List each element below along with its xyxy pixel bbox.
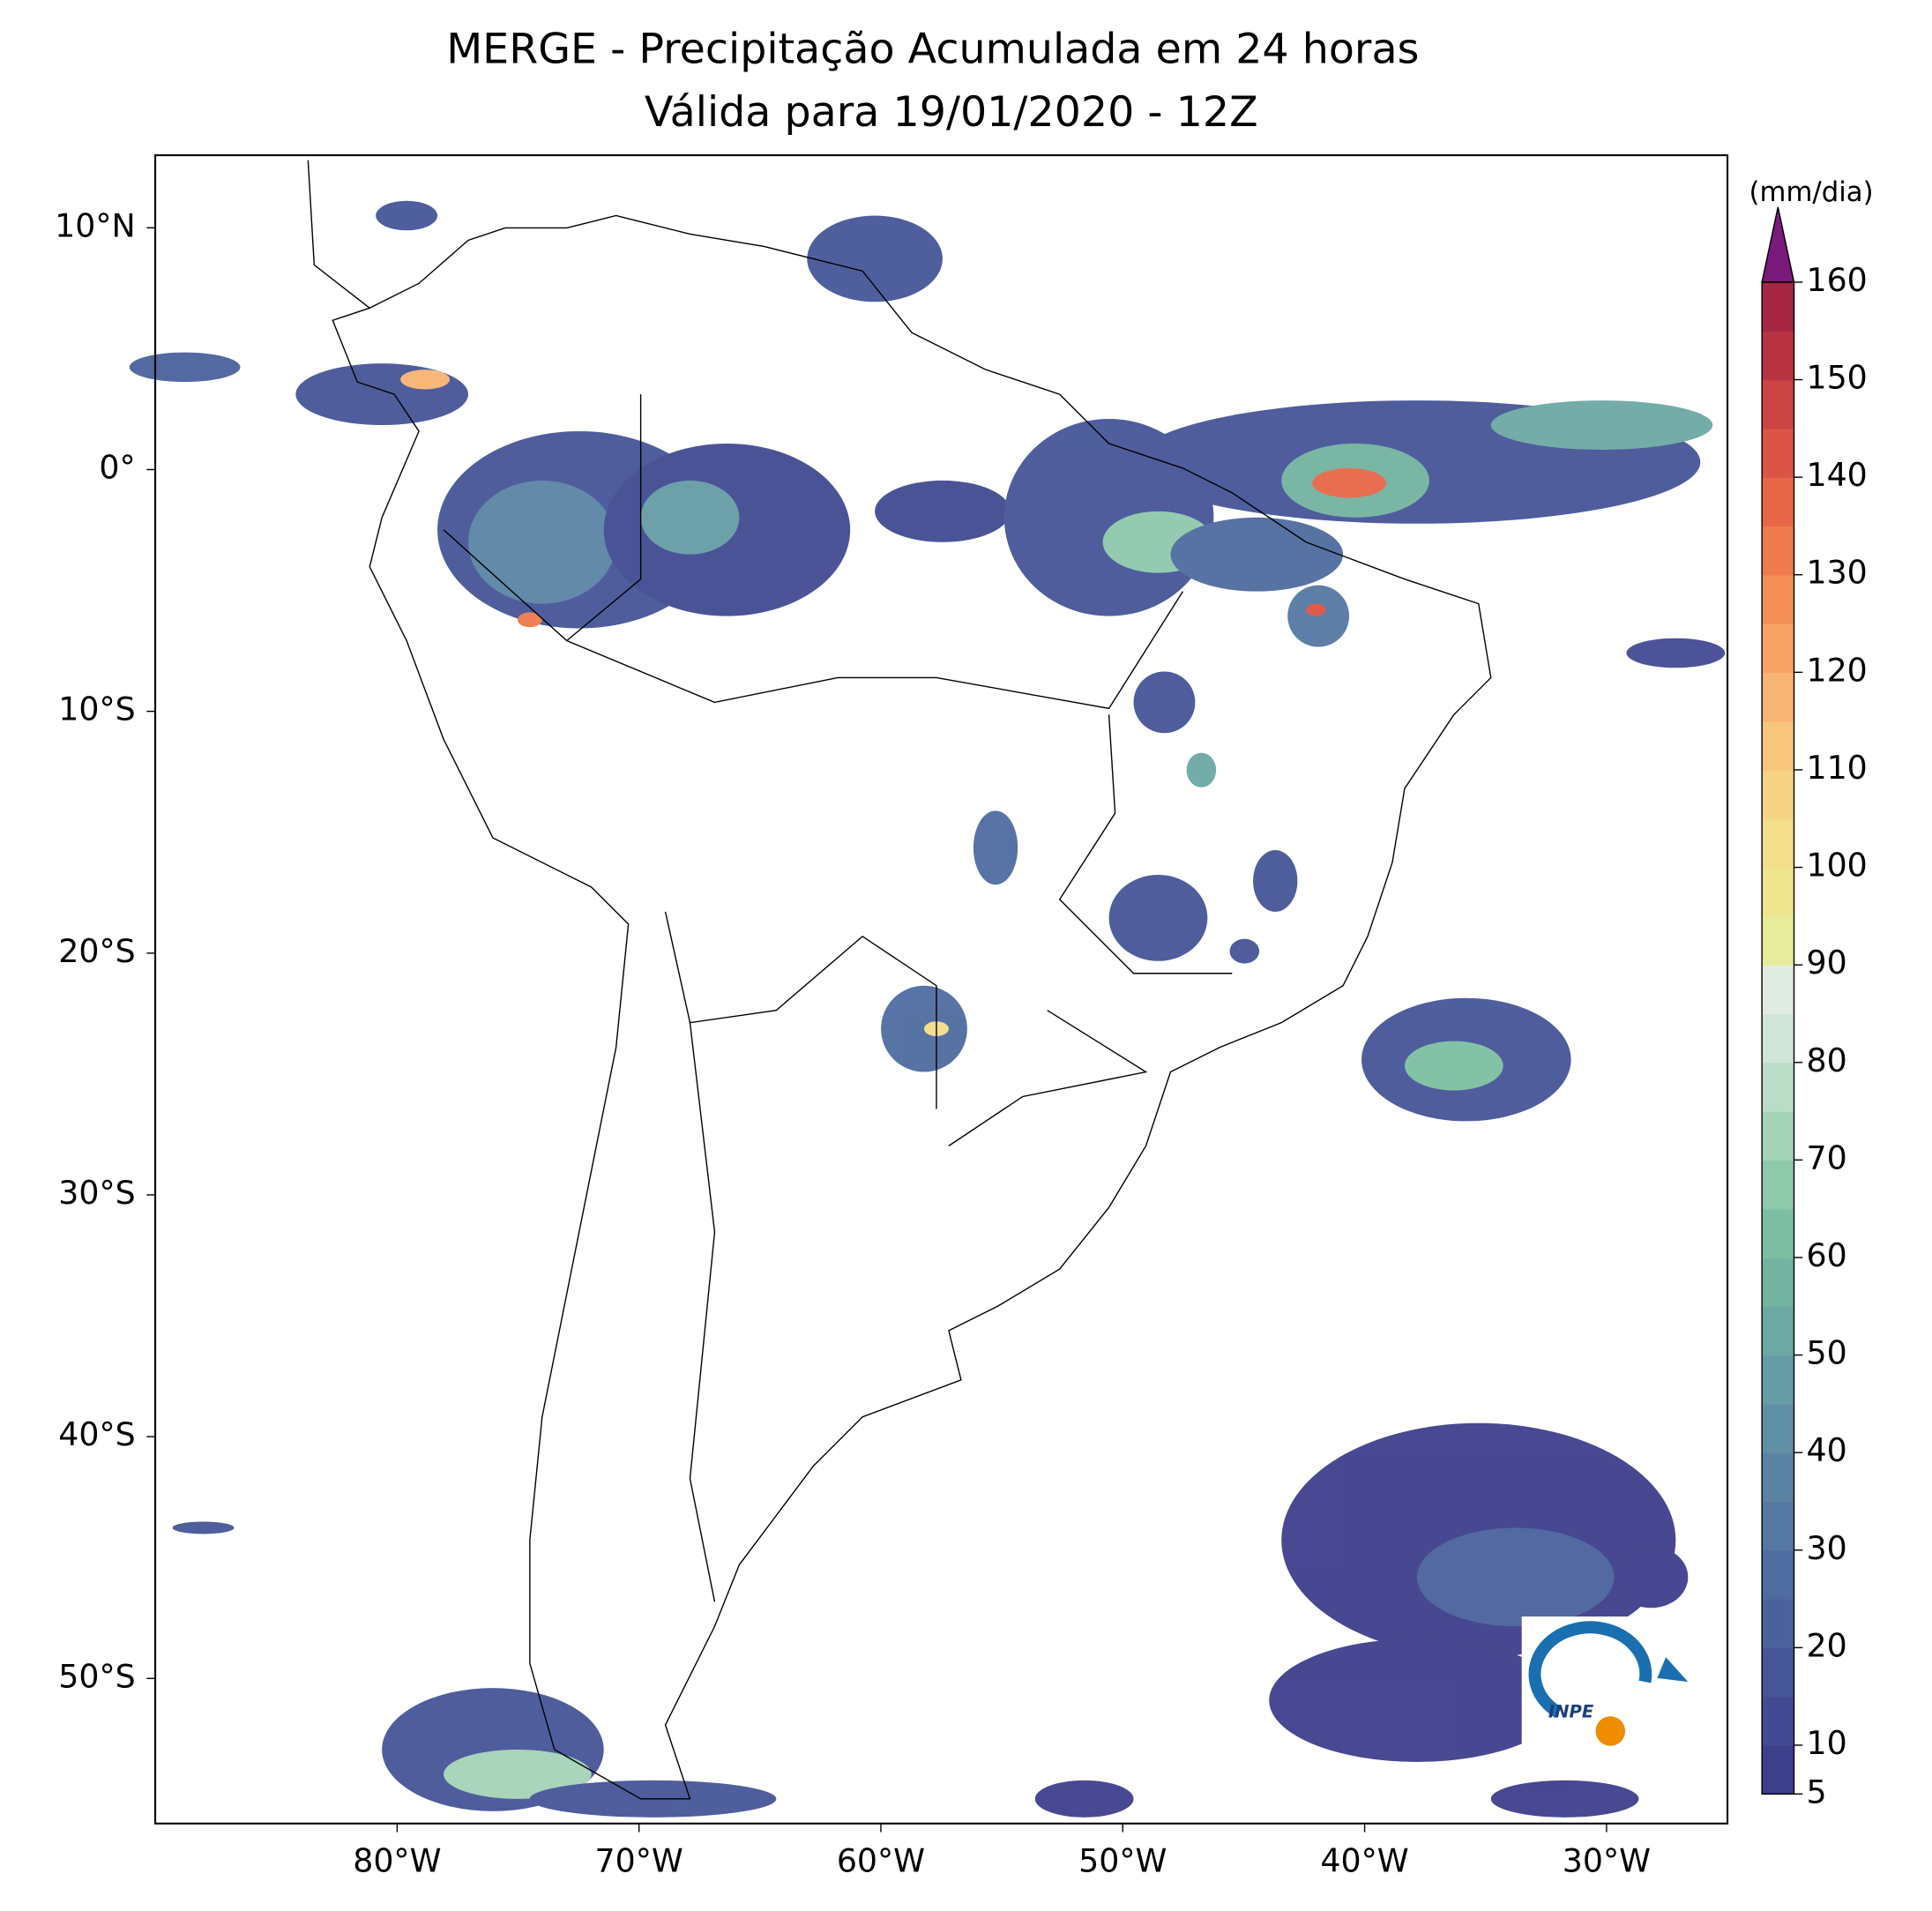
colorbar-band [1762, 1403, 1794, 1453]
colorbar-band [1762, 1013, 1794, 1064]
colorbar-band [1762, 1452, 1794, 1503]
colorbar-band [1762, 915, 1794, 966]
title-line-1: MERGE - Precipitação Acumulada em 24 hor… [446, 26, 1419, 74]
colorbar-band [1762, 1501, 1794, 1551]
colorbar-band [1762, 1647, 1794, 1698]
x-tick-label: 50°W [1078, 1842, 1167, 1880]
colorbar-tick-label: 90 [1806, 944, 1846, 982]
colorbar-tick-label: 40 [1806, 1431, 1846, 1469]
colorbar-label: (mm/dia) [1749, 176, 1874, 208]
logo-dot [1595, 1716, 1626, 1746]
y-tick-label: 10°S [58, 690, 135, 728]
colorbar-frame [1761, 281, 1795, 1795]
colorbar-tick-label: 50 [1806, 1334, 1846, 1372]
logo-arc [1528, 1621, 1652, 1719]
colorbar-band [1762, 1355, 1794, 1405]
colorbar-tick-label: 20 [1806, 1626, 1846, 1664]
coastline-and-borders [307, 160, 1492, 1800]
colorbar-band [1762, 1696, 1794, 1746]
colorbar-band [1762, 965, 1794, 1015]
colorbar-tick-label: 5 [1806, 1773, 1826, 1810]
colorbar-tick-label: 100 [1806, 847, 1867, 885]
colorbar-band [1762, 477, 1794, 527]
colorbar-tick-label: 150 [1806, 359, 1867, 397]
colorbar-tick-label: 70 [1806, 1138, 1846, 1176]
colorbar-tick-label: 30 [1806, 1529, 1846, 1567]
y-tick-label: 0° [99, 448, 135, 486]
colorbar-tick-label: 10 [1806, 1724, 1846, 1762]
y-tick-label: 30°S [58, 1174, 135, 1212]
logo-text: INPE [1548, 1702, 1594, 1722]
colorbar-band [1762, 672, 1794, 722]
colorbar-band [1762, 623, 1794, 674]
x-tick-label: 60°W [837, 1842, 925, 1880]
y-tick-label: 50°S [58, 1657, 135, 1695]
colorbar-band [1762, 1208, 1794, 1258]
logo-arrow [1657, 1657, 1689, 1683]
precipitation-field [129, 200, 1726, 1818]
title-line-2: Válida para 19/01/2020 - 12Z [645, 88, 1258, 137]
map-frame [154, 153, 1729, 1825]
colorbar-band [1762, 1549, 1794, 1600]
colorbar-band [1762, 720, 1794, 771]
colorbar-tick-label: 140 [1806, 456, 1867, 494]
colorbar-band [1762, 526, 1794, 576]
x-tick-label: 40°W [1320, 1842, 1408, 1880]
colorbar-band [1762, 379, 1794, 429]
y-tick-label: 10°N [55, 206, 136, 244]
colorbar-band [1762, 574, 1794, 624]
colorbar-band [1762, 1160, 1794, 1210]
colorbar-band [1762, 769, 1794, 819]
colorbar-band [1762, 281, 1794, 332]
colorbar-band [1762, 867, 1794, 917]
colorbar-band [1762, 818, 1794, 869]
colorbar-band [1762, 428, 1794, 478]
y-tick-label: 40°S [58, 1415, 135, 1453]
colorbar-band [1762, 1306, 1794, 1356]
x-tick-label: 70°W [595, 1842, 683, 1880]
x-tick-label: 30°W [1563, 1842, 1651, 1880]
colorbar-tick-label: 80 [1806, 1041, 1846, 1079]
colorbar-tick-label: 160 [1806, 261, 1867, 299]
colorbar-tick-label: 130 [1806, 554, 1867, 592]
colorbar-band [1762, 1111, 1794, 1161]
colorbar-tick-label: 60 [1806, 1236, 1846, 1274]
y-tick-label: 20°S [58, 932, 135, 970]
colorbar-band [1762, 1257, 1794, 1307]
colorbar-tick-label: 120 [1806, 651, 1867, 689]
colorbar-band [1762, 1599, 1794, 1649]
x-tick-label: 80°W [353, 1842, 441, 1880]
colorbar-band [1762, 331, 1794, 381]
colorbar-tick-label: 110 [1806, 749, 1867, 787]
colorbar-band [1762, 1062, 1794, 1112]
colorbar-band [1762, 1744, 1794, 1795]
